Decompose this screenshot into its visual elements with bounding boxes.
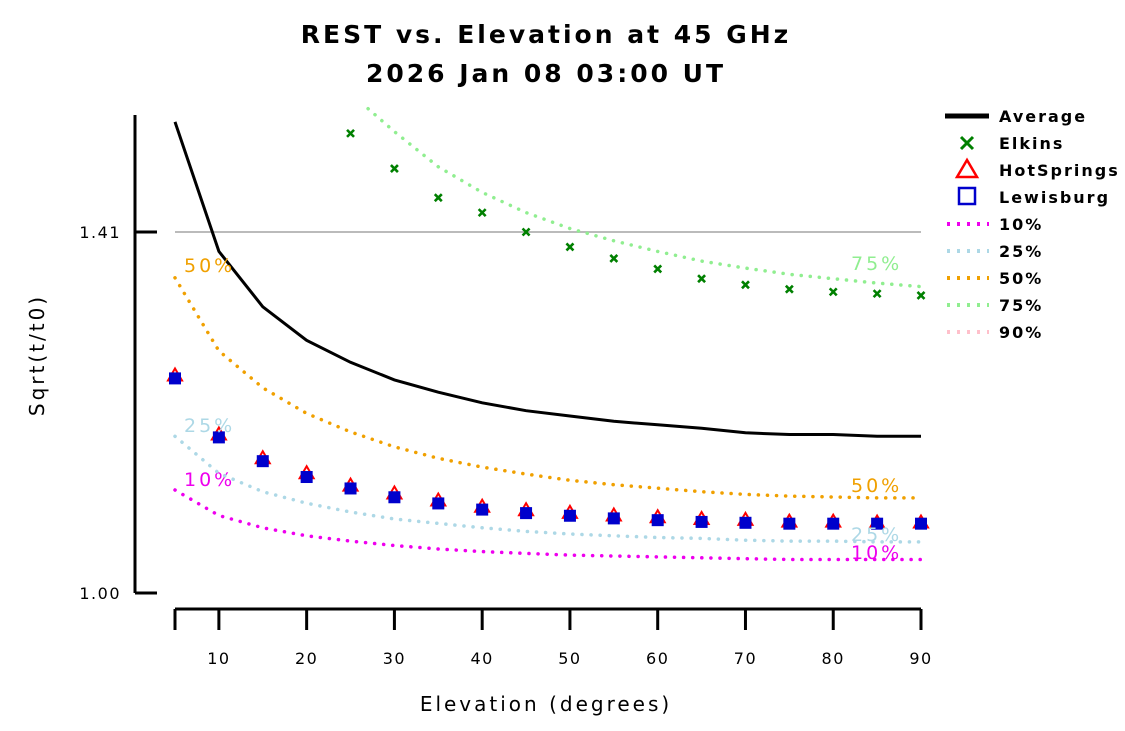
percentile-label: 25% [184, 415, 235, 437]
data-point [256, 455, 269, 468]
legend-entry: HotSprings [954, 157, 1120, 180]
x-tick-label: 80 [822, 649, 845, 668]
data-point [695, 515, 708, 528]
legend-entry: 90% [947, 323, 1043, 342]
percentile-curve [173, 434, 923, 544]
percentile-curve [173, 488, 923, 562]
data-point [563, 509, 576, 522]
x-tick-label: 20 [295, 649, 318, 668]
legend-label: HotSprings [999, 161, 1120, 180]
legend-entry: Average [945, 107, 1087, 126]
legend-entry: 75% [947, 296, 1043, 315]
percentile-label: 10% [851, 542, 902, 564]
data-point [784, 284, 794, 294]
percentile-label: 50% [851, 475, 902, 497]
series-elkins [346, 128, 926, 300]
data-point [739, 516, 752, 529]
data-point [783, 517, 796, 530]
data-point [389, 164, 399, 174]
legend-swatch [954, 157, 980, 179]
series-hotsprings [166, 366, 930, 529]
legend-entry: 50% [947, 269, 1043, 288]
x-tick-label: 10 [207, 649, 230, 668]
legend-label: 25% [999, 242, 1043, 261]
series-75pct: 75% [366, 106, 923, 289]
x-tick-label: 90 [909, 649, 932, 668]
legend-label: 10% [999, 215, 1043, 234]
percentile-label: 50% [184, 255, 235, 277]
y-tick-label: 1.00 [79, 584, 121, 603]
series-50pct: 50% 50% [173, 255, 923, 500]
data-point [827, 517, 840, 530]
data-point [607, 512, 620, 525]
x-tick-label: 30 [383, 649, 406, 668]
data-point [521, 227, 531, 237]
legend-label: 90% [999, 323, 1043, 342]
data-point [872, 289, 882, 299]
percentile-label: 25% [851, 524, 902, 546]
x-tick-label: 40 [470, 649, 493, 668]
chart-title: REST vs. Elevation at 45 GHz [301, 20, 791, 49]
percentile-label: 75% [851, 253, 902, 275]
data-point [653, 264, 663, 274]
legend-entry: 25% [947, 242, 1043, 261]
legend-entry: Elkins [959, 134, 1064, 153]
series-average [173, 121, 921, 438]
series-25pct: 25% 25% [173, 415, 923, 546]
x-tick-label: 70 [734, 649, 757, 668]
data-point [915, 517, 927, 530]
series-10pct: 10% 10% [173, 469, 923, 564]
data-point [388, 491, 401, 504]
legend: Average Elkins HotSprings Lewisburg 10% 25% 50… [945, 107, 1120, 342]
data-point [346, 128, 355, 138]
data-point [344, 482, 357, 495]
data-point [871, 517, 884, 530]
x-tick-label: 60 [646, 649, 669, 668]
legend-label: 75% [999, 296, 1043, 315]
percentile-label: 10% [184, 469, 235, 491]
legend-label: Elkins [999, 134, 1064, 153]
legend-swatch [959, 135, 975, 151]
legend-entry: 10% [947, 215, 1043, 234]
legend-swatch [957, 186, 977, 206]
average-line [173, 121, 921, 438]
y-axis-label: Sqrt(t/t0) [25, 294, 49, 416]
data-point [651, 514, 664, 527]
data-point [300, 471, 313, 484]
data-point [432, 497, 445, 510]
plot-area: 10%10%25%25%50%50%75% [166, 106, 930, 564]
data-point [565, 242, 575, 252]
data-point [697, 274, 707, 284]
data-point [609, 253, 619, 263]
series-lewisburg [169, 372, 927, 530]
data-point [520, 507, 533, 520]
x-tick-label: 50 [558, 649, 581, 668]
percentile-curve [173, 276, 923, 500]
axes: 1.00 1.41 10 20 30 40 50 60 70 80 90 [79, 115, 932, 668]
data-point [828, 287, 838, 297]
legend-label: 50% [999, 269, 1043, 288]
data-point [477, 208, 487, 218]
data-point [433, 193, 443, 203]
x-axis-label: Elevation (degrees) [420, 692, 672, 716]
data-point [212, 431, 225, 444]
legend-label: Average [999, 107, 1087, 126]
legend-entry: Lewisburg [957, 186, 1110, 207]
data-point [741, 280, 750, 290]
chart-subtitle: 2026 Jan 08 03:00 UT [366, 59, 726, 88]
data-point [916, 290, 926, 300]
percentile-curve [366, 106, 923, 289]
y-tick-label: 1.41 [79, 223, 121, 242]
data-point [169, 372, 181, 385]
data-point [476, 503, 489, 516]
legend-label: Lewisburg [999, 188, 1110, 207]
